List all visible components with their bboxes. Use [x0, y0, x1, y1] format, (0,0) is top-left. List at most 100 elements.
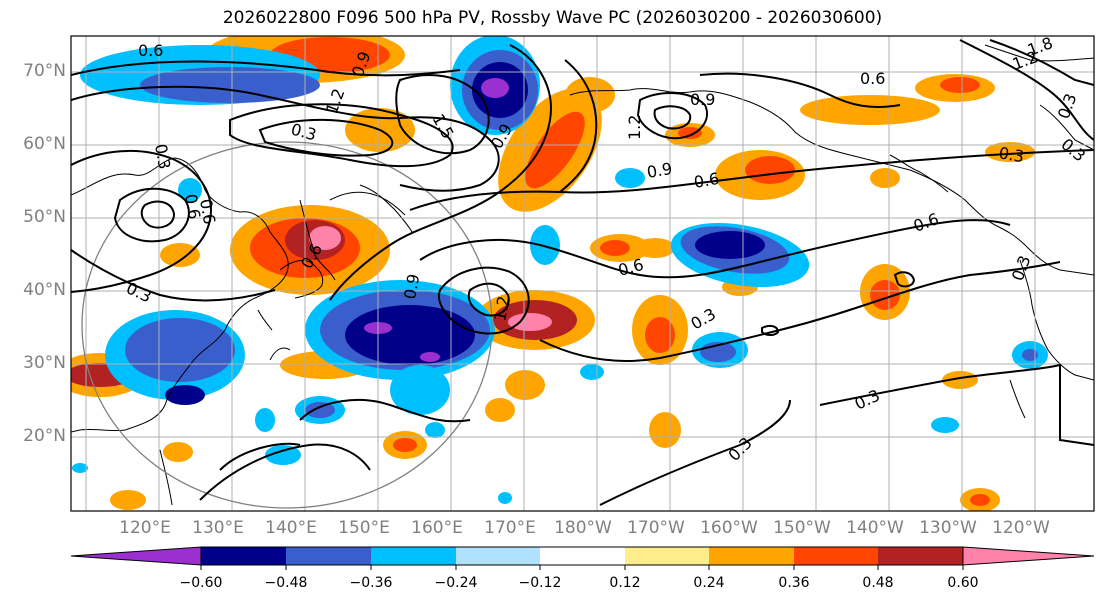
colorbar-segment: [286, 547, 371, 565]
pv-contour: [71, 249, 276, 302]
anomaly-blob: [800, 95, 940, 125]
colorbar-tick-label: 0.36: [778, 575, 810, 591]
colorbar-segment: [878, 547, 963, 565]
lon-label: 160°W: [700, 518, 758, 538]
colorbar-segment: [201, 547, 286, 565]
lat-label: 70°N: [23, 61, 66, 81]
great-circle: [81, 141, 493, 509]
pv-contour: [559, 59, 598, 193]
anomaly-blob: [498, 492, 512, 504]
pv-contour: [636, 92, 708, 140]
anomaly-blob: [505, 370, 545, 400]
anomaly-blob: [508, 313, 552, 331]
anomaly-blob: [140, 67, 320, 103]
anomaly-blob: [255, 408, 275, 432]
anomaly-blob: [530, 225, 560, 265]
anomaly-blob: [600, 240, 630, 256]
contour-label: 1.2: [625, 115, 644, 140]
anomaly-blob: [72, 463, 88, 473]
anomaly-blob: [970, 494, 990, 506]
anomaly-blob: [125, 318, 235, 382]
contour-label: 0.9: [400, 272, 423, 300]
contour-label: 0.3: [151, 142, 174, 170]
pv-contour: [819, 363, 1094, 446]
lon-label: 130°E: [192, 518, 244, 538]
pv-contour: [539, 261, 1061, 362]
coastline: [1039, 104, 1094, 151]
colorbar-segment: [456, 547, 540, 565]
anomaly-blob: [390, 365, 450, 415]
pv-contour: [140, 200, 176, 229]
pv-contour: [409, 149, 1094, 211]
coastline: [269, 347, 291, 361]
anomaly-blob: [309, 226, 341, 250]
coastline: [299, 199, 336, 281]
anomaly-blob: [1022, 349, 1038, 361]
anomaly-blob: [940, 77, 980, 93]
pv-contour: [395, 74, 490, 155]
anomaly-blob: [615, 168, 645, 188]
lon-label: 170°E: [484, 518, 536, 538]
pv-contour: [71, 85, 500, 192]
colorbar-tick-label: −0.36: [349, 575, 393, 591]
map-title: 2026022800 F096 500 hPa PV, Rossby Wave …: [222, 8, 883, 28]
pv-contour: [467, 282, 510, 317]
anomaly-blob: [678, 127, 702, 139]
anomaly-blob: [942, 371, 978, 389]
coastline: [257, 309, 273, 331]
colorbar-tick-label: −0.24: [434, 575, 478, 591]
coastline: [359, 184, 413, 233]
anomaly-blob: [525, 111, 585, 189]
colorbar-tick-label: 0.48: [862, 575, 894, 591]
pv-contour: [419, 219, 1011, 279]
pv-contour: [959, 39, 1094, 141]
anomaly-blob: [580, 364, 604, 380]
coastline: [71, 157, 289, 433]
pv-contour: [219, 442, 301, 471]
lon-label: 130°W: [919, 518, 977, 538]
anomaly-blob: [110, 490, 146, 510]
anomaly-blob: [178, 178, 202, 202]
anomaly-blob: [870, 168, 900, 188]
anomaly-blob: [635, 238, 675, 258]
graticule: [71, 36, 1094, 511]
coastline: [279, 259, 324, 299]
colorbar-tick-label: −0.12: [518, 575, 562, 591]
pv-contour: [299, 399, 471, 423]
lat-label: 30°N: [23, 353, 66, 373]
anomaly-blob: [485, 398, 515, 422]
pv-contour: [229, 103, 454, 168]
colorbar-tick-label: 0.60: [947, 575, 979, 591]
pv-contour: [599, 399, 791, 506]
contour-label-layer: 0.6 0.9 1.2 1.5 0.3 0.3 0.6 0.9 0.6 0.6 …: [123, 33, 1089, 465]
anomaly-blob: [265, 445, 301, 465]
lat-label: 40°N: [23, 280, 66, 300]
contour-label: 0.9: [645, 159, 673, 182]
pv-contour: [71, 150, 212, 293]
contour-label: 0.6: [860, 69, 885, 88]
lon-label: 120°W: [992, 518, 1050, 538]
anomaly-blob: [345, 305, 475, 365]
lon-label: 160°E: [411, 518, 463, 538]
pv-contour: [653, 105, 692, 130]
lon-label: 150°W: [773, 518, 831, 538]
anomaly-blob: [425, 422, 445, 438]
anomaly-blob: [481, 78, 509, 98]
contour-label: 1.2: [490, 294, 513, 322]
pv-contour: [437, 266, 530, 335]
lon-label: 150°E: [338, 518, 390, 538]
lon-label: 170°W: [627, 518, 685, 538]
colorbar-extend-max: [962, 546, 1095, 566]
colorbar: [70, 546, 1095, 570]
colorbar-ticks: [200, 565, 964, 570]
colorbar-extend-min: [70, 546, 202, 566]
anomaly-blob: [305, 402, 335, 418]
anomaly-blob: [163, 442, 193, 462]
pv-contour: [71, 60, 461, 77]
coastline: [329, 191, 406, 216]
anomaly-blob: [645, 317, 675, 353]
lon-label: 120°E: [119, 518, 171, 538]
contour-label: 0.6: [196, 197, 219, 225]
anomaly-blob: [931, 417, 959, 433]
